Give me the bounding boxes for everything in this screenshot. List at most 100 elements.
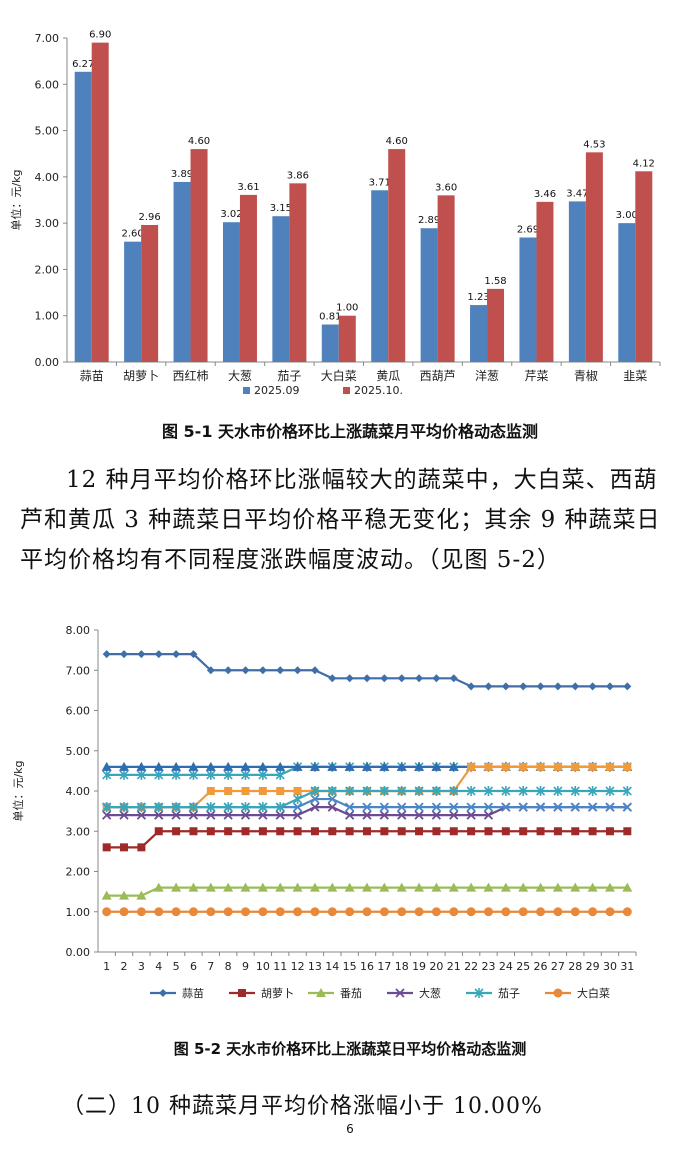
data-label: 2.60 (121, 229, 143, 240)
legend-marker (474, 988, 484, 998)
data-point (171, 907, 181, 917)
data-point (449, 827, 458, 836)
data-point (172, 650, 181, 659)
data-point (519, 682, 528, 691)
data-point (345, 786, 355, 796)
data-point (536, 827, 545, 836)
data-point (136, 907, 146, 917)
data-point (500, 882, 511, 892)
data-label: 3.46 (534, 189, 556, 200)
data-point (431, 907, 441, 917)
data-point (501, 802, 511, 812)
x-tick-label: 30 (603, 960, 617, 973)
data-point (240, 882, 251, 892)
data-point (362, 802, 372, 812)
series-胡萝卜 (102, 827, 632, 852)
data-label: 3.60 (435, 182, 457, 193)
y-tick-label: 6.00 (66, 705, 91, 718)
legend-item: 大白菜 (545, 986, 610, 1000)
data-point (275, 907, 285, 917)
bar (173, 181, 191, 362)
data-point (483, 907, 493, 917)
legend-swatch (343, 387, 350, 394)
data-point (448, 882, 459, 892)
data-label: 3.61 (237, 182, 259, 193)
data-point (588, 907, 598, 917)
legend-item: 茄子 (466, 986, 520, 1000)
data-point (397, 674, 406, 683)
paragraph-line-1: 12 种月平均价格环比涨幅较大的蔬菜中，大白菜、西葫 (66, 467, 658, 493)
series-大白菜 (102, 907, 632, 917)
data-point (189, 827, 198, 836)
data-point (206, 810, 216, 820)
page-number: 6 (346, 1122, 354, 1136)
data-label: 3.15 (270, 203, 292, 214)
data-point (553, 827, 562, 836)
data-point (102, 843, 111, 852)
data-point (431, 810, 442, 820)
y-tick-label: 1.00 (35, 310, 60, 323)
data-point (484, 762, 493, 771)
data-point (119, 769, 129, 780)
data-point (483, 882, 494, 892)
data-point (448, 761, 459, 771)
data-point (570, 882, 581, 892)
series-extra-9 (102, 786, 632, 813)
data-point (449, 674, 458, 683)
series-番茄 (101, 882, 633, 900)
data-point (466, 786, 476, 796)
data-point (275, 761, 286, 771)
data-point (206, 827, 215, 836)
data-point (414, 810, 424, 820)
data-point (622, 802, 632, 812)
legend-item: 蒜苗 (150, 987, 204, 1000)
data-point (623, 827, 632, 836)
data-point (102, 810, 112, 820)
data-point (241, 787, 250, 795)
data-point (362, 786, 372, 796)
bar (371, 190, 389, 362)
bar (420, 228, 438, 362)
bar (388, 149, 406, 362)
data-point (484, 682, 493, 691)
data-point (484, 827, 493, 836)
x-tick-label: 9 (242, 960, 249, 973)
data-point (188, 810, 199, 820)
data-point (206, 802, 216, 813)
data-point (292, 802, 303, 812)
data-point (605, 907, 615, 917)
figure-5-2-caption: 图 5-2 天水市价格环比上涨蔬菜日平均价格动态监测 (173, 1040, 527, 1058)
data-point (136, 761, 147, 771)
x-tick-label: 青椒 (574, 369, 598, 383)
legend-label: 胡萝卜 (261, 986, 294, 1000)
data-label: 4.60 (188, 136, 210, 147)
x-tick-label: 26 (534, 960, 548, 973)
data-point (258, 666, 267, 675)
data-point (310, 666, 319, 675)
y-axis-label: 单位：元/kg (11, 760, 25, 821)
x-tick-label: 21 (447, 960, 461, 973)
data-label: 3.71 (369, 177, 391, 188)
data-point (449, 802, 459, 812)
data-point (171, 882, 182, 892)
data-point (119, 907, 129, 917)
data-point (362, 761, 372, 771)
data-point (570, 786, 580, 796)
data-label: 6.90 (89, 30, 111, 41)
data-point (171, 761, 182, 771)
data-point (240, 810, 251, 820)
data-point (604, 882, 615, 892)
data-point (257, 882, 268, 892)
data-point (258, 810, 268, 820)
data-point (466, 882, 477, 892)
data-point (605, 802, 615, 812)
data-point (535, 802, 546, 812)
x-tick-label: 大葱 (228, 369, 252, 383)
data-point (101, 890, 112, 900)
x-tick-label: 29 (586, 960, 600, 973)
data-point (518, 786, 528, 796)
data-point (154, 827, 163, 836)
data-point (241, 666, 250, 675)
bar (222, 222, 240, 362)
data-point (466, 802, 476, 812)
